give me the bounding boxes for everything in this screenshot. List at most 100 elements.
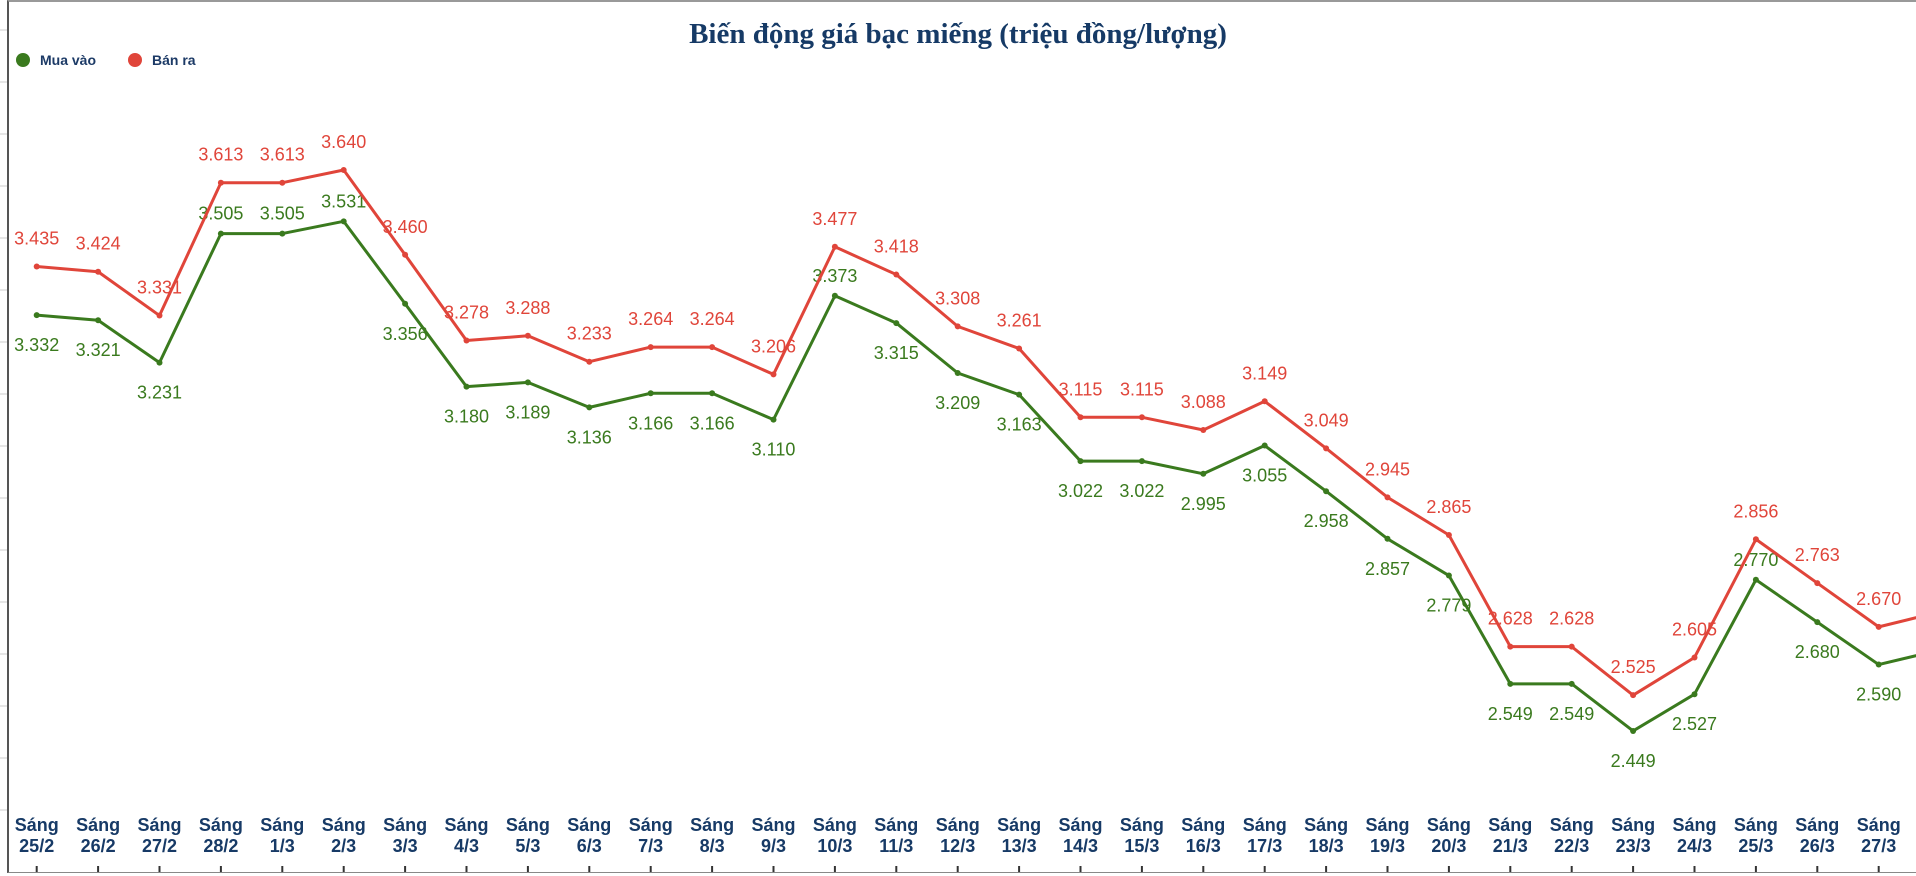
x-tick-label: Sáng 28/2 (199, 815, 243, 856)
x-tick-label: Sáng 25/2 (15, 815, 59, 856)
data-point (1630, 727, 1637, 734)
data-label: 3.022 (1058, 481, 1103, 501)
data-label: 2.680 (1795, 642, 1840, 662)
data-label: 3.189 (505, 402, 550, 422)
chart-frame (7, 0, 1916, 873)
data-label: 3.460 (383, 217, 428, 237)
data-label: 3.136 (567, 427, 612, 447)
data-label: 3.332 (14, 335, 59, 355)
series-line-ban-ra (36, 168, 1916, 697)
data-label: 3.315 (874, 343, 919, 363)
x-tick-label: Sáng 4/3 (444, 815, 488, 856)
data-point (1507, 643, 1514, 650)
data-label: 3.613 (260, 145, 305, 165)
x-tick-label: Sáng 7/3 (629, 815, 673, 856)
data-label: 2.549 (1488, 704, 1533, 724)
data-label: 2.995 (1181, 494, 1226, 514)
x-tick-label: Sáng 26/2 (76, 815, 120, 856)
data-point (1568, 643, 1575, 650)
data-label: 3.022 (1119, 481, 1164, 501)
data-label: 2.590 (1856, 685, 1901, 705)
x-tick-label: Sáng 5/3 (506, 815, 550, 856)
data-label: 3.088 (1181, 392, 1226, 412)
data-label: 3.418 (874, 237, 919, 257)
x-tick-label: Sáng 8/3 (690, 815, 734, 856)
data-point (33, 312, 40, 319)
data-label: 3.264 (690, 309, 735, 329)
data-label: 3.206 (751, 336, 796, 356)
data-point (709, 390, 716, 397)
data-point (524, 332, 531, 339)
legend-label: Mua vào (40, 52, 97, 68)
data-label: 3.166 (628, 413, 673, 433)
data-point (647, 390, 654, 397)
data-point (709, 344, 716, 351)
data-label: 2.670 (1856, 589, 1901, 609)
data-label: 3.261 (997, 311, 1042, 331)
data-point (1507, 680, 1514, 687)
data-point (217, 179, 224, 186)
data-point (1016, 345, 1023, 352)
data-label: 2.856 (1733, 501, 1778, 521)
data-label: 3.049 (1304, 410, 1349, 430)
data-label: 3.055 (1242, 466, 1287, 486)
data-point (402, 251, 409, 258)
data-label: 3.110 (752, 440, 796, 460)
data-point (524, 379, 531, 386)
data-label: 3.435 (14, 229, 59, 249)
data-label: 2.628 (1549, 609, 1594, 629)
data-label: 3.308 (935, 288, 980, 308)
x-tick-label: Sáng 21/3 (1488, 815, 1532, 856)
data-label: 3.477 (812, 209, 857, 229)
data-label: 3.115 (1120, 379, 1164, 399)
data-point (463, 383, 470, 390)
data-point (95, 317, 102, 324)
data-point (1875, 623, 1882, 630)
data-point (217, 230, 224, 237)
data-point (33, 263, 40, 270)
x-tick-label: Sáng 22/3 (1550, 815, 1594, 856)
data-point (1077, 458, 1084, 465)
data-point (1875, 661, 1882, 668)
x-tick-label: Sáng 25/3 (1734, 815, 1778, 856)
data-label: 2.865 (1426, 497, 1471, 517)
data-label: 3.531 (321, 191, 366, 211)
data-label: 2.857 (1365, 559, 1410, 579)
x-tick-label: Sáng 1/3 (260, 815, 304, 856)
data-point (1752, 576, 1759, 583)
data-point (463, 337, 470, 344)
data-label: 3.233 (567, 324, 612, 344)
data-label: 3.209 (935, 393, 980, 413)
legend-item-mua-vao: Mua vào (16, 52, 96, 68)
data-label: 3.321 (76, 340, 121, 360)
x-tick-label: Sáng 27/2 (137, 815, 181, 856)
data-point (586, 404, 593, 411)
data-point (1630, 692, 1637, 699)
data-point (954, 370, 961, 377)
data-label: 3.356 (383, 324, 428, 344)
data-point (156, 312, 163, 319)
data-label: 3.166 (690, 413, 735, 433)
data-point (1138, 414, 1145, 421)
data-point (279, 230, 286, 237)
data-point (770, 371, 777, 378)
data-point (586, 358, 593, 365)
x-tick-label: Sáng 24/3 (1672, 815, 1716, 856)
data-point (340, 167, 347, 173)
legend-item-ban-ra: Bán ra (128, 52, 196, 68)
x-tick-label: Sáng 17/3 (1243, 815, 1287, 856)
data-label: 3.180 (444, 407, 489, 427)
x-tick-label: Sáng 9/3 (751, 815, 795, 856)
data-label: 3.278 (444, 303, 489, 323)
legend-marker (128, 53, 142, 67)
data-point (1568, 680, 1575, 687)
data-label: 3.149 (1242, 363, 1287, 383)
x-tick-label: Sáng 19/3 (1365, 815, 1409, 856)
data-label: 3.505 (260, 204, 305, 224)
x-tick-label: Sáng 12/3 (936, 815, 980, 856)
data-point (1691, 691, 1698, 698)
data-point (1323, 488, 1330, 495)
x-tick-label: Sáng 23/3 (1611, 815, 1655, 856)
data-point (647, 344, 654, 351)
